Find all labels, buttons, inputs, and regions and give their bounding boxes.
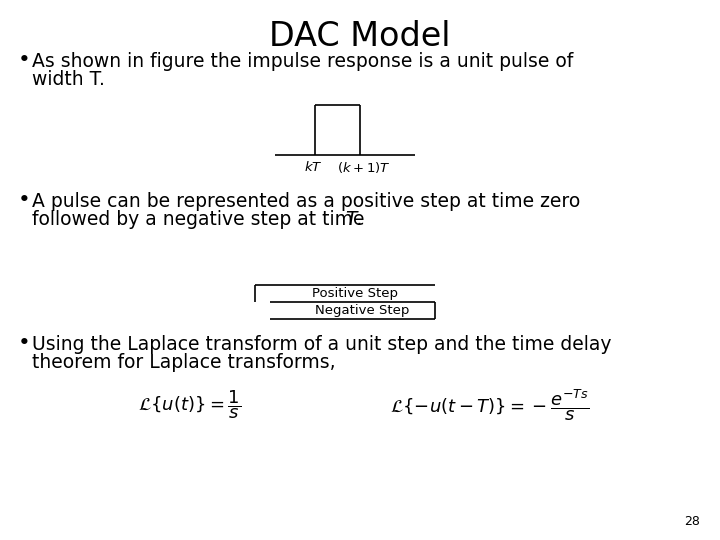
Text: $(k+1)T$: $(k+1)T$ bbox=[337, 160, 391, 175]
Text: 28: 28 bbox=[684, 515, 700, 528]
Text: $\mathcal{L}\{u(t)\} = \dfrac{1}{s}$: $\mathcal{L}\{u(t)\} = \dfrac{1}{s}$ bbox=[138, 389, 242, 421]
Text: Using the Laplace transform of a unit step and the time delay: Using the Laplace transform of a unit st… bbox=[32, 335, 611, 354]
Text: $kT$: $kT$ bbox=[304, 160, 323, 174]
Text: •: • bbox=[18, 333, 31, 353]
Text: DAC Model: DAC Model bbox=[269, 20, 451, 53]
Text: $\mathcal{L}\{-u(t-T)\} = -\dfrac{e^{-Ts}}{s}$: $\mathcal{L}\{-u(t-T)\} = -\dfrac{e^{-Ts… bbox=[390, 387, 590, 423]
Text: A pulse can be represented as a positive step at time zero: A pulse can be represented as a positive… bbox=[32, 192, 580, 211]
Text: followed by a negative step at time: followed by a negative step at time bbox=[32, 210, 371, 229]
Text: As shown in figure the impulse response is a unit pulse of: As shown in figure the impulse response … bbox=[32, 52, 573, 71]
Text: Positive Step: Positive Step bbox=[312, 287, 398, 300]
Text: $T$.: $T$. bbox=[345, 210, 362, 229]
Text: •: • bbox=[18, 50, 31, 70]
Text: •: • bbox=[18, 190, 31, 210]
Text: theorem for Laplace transforms,: theorem for Laplace transforms, bbox=[32, 353, 336, 372]
Text: width T.: width T. bbox=[32, 70, 105, 89]
Text: Negative Step: Negative Step bbox=[315, 304, 410, 317]
